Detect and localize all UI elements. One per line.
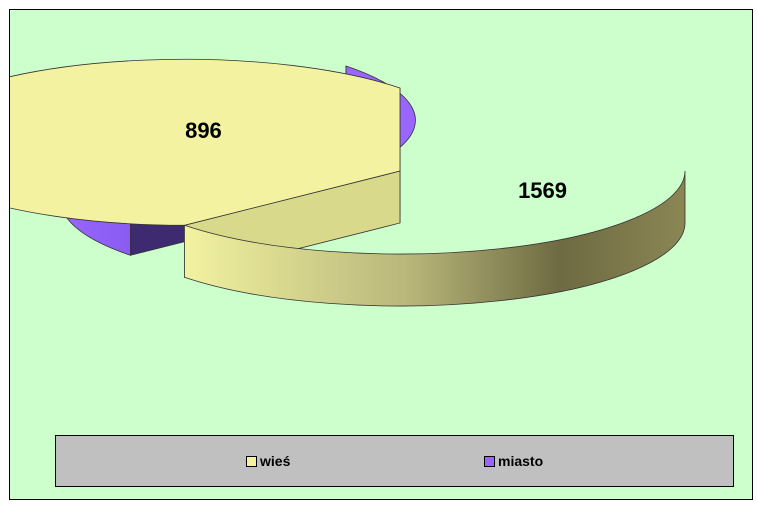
legend-item-wies: wieś bbox=[246, 453, 290, 469]
pie-slice-wies-side bbox=[184, 170, 686, 307]
pie-slice-wies bbox=[10, 58, 686, 307]
pie-chart: 896 1569 bbox=[10, 58, 686, 307]
legend-swatch-miasto bbox=[484, 455, 495, 467]
chart-area: 896 1569 wieś miasto bbox=[9, 9, 753, 500]
legend-item-miasto: miasto bbox=[484, 453, 543, 469]
legend-label-wies: wieś bbox=[260, 453, 291, 469]
data-label-wies: 1569 bbox=[518, 178, 567, 203]
legend-swatch-wies bbox=[246, 455, 257, 467]
data-label-miasto: 896 bbox=[185, 118, 222, 143]
legend-label-miasto: miasto bbox=[498, 453, 544, 469]
legend: wieś miasto bbox=[55, 435, 734, 487]
pie-slice-wies-top bbox=[10, 58, 401, 226]
